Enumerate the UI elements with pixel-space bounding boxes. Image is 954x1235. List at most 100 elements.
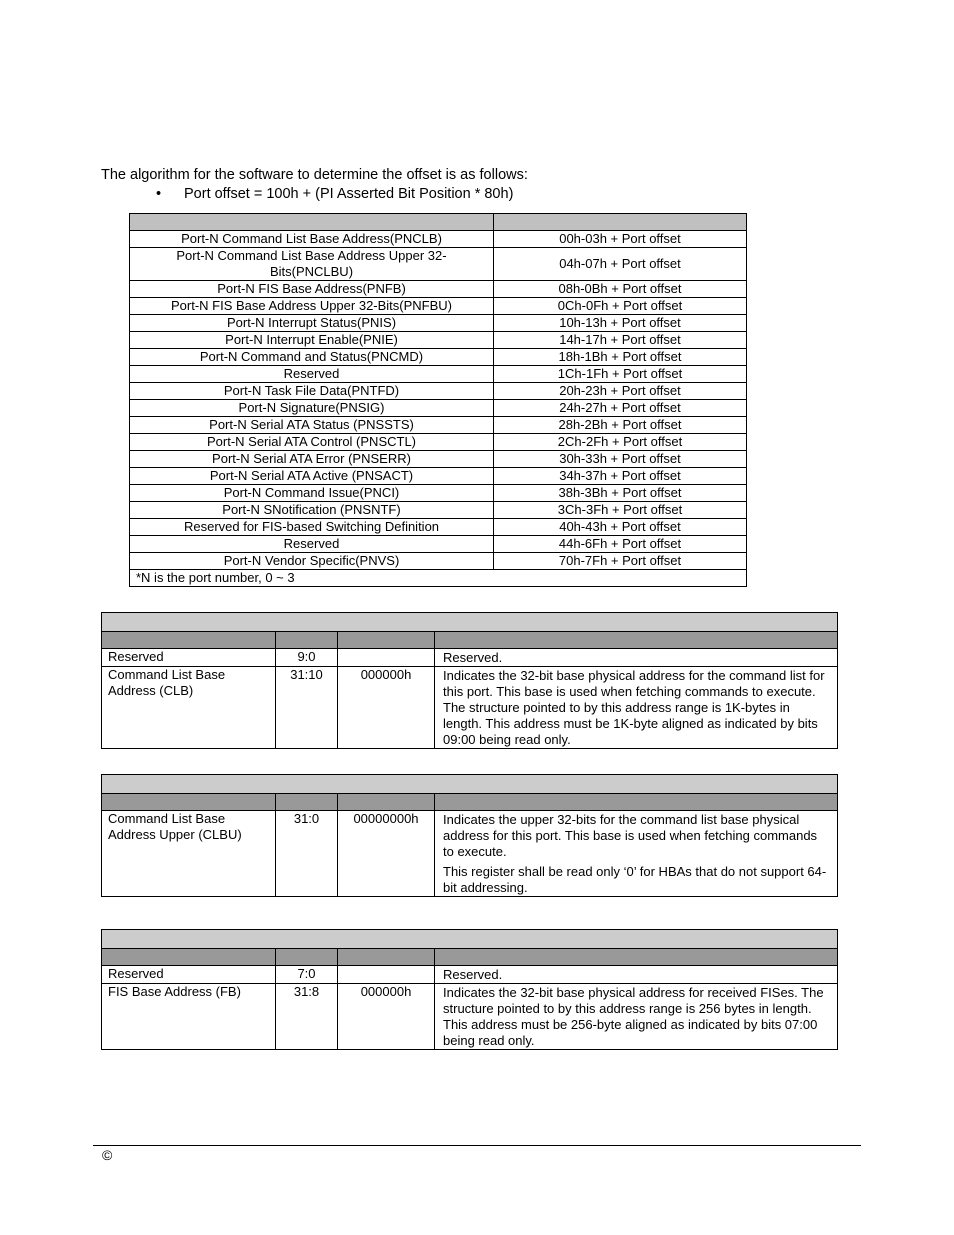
- register-name: Port-N Serial ATA Status (PNSSTS): [129, 416, 494, 434]
- description-paragraph: Indicates the 32-bit base physical addre…: [443, 985, 824, 1048]
- register-offset: 08h-0Bh + Port offset: [493, 280, 747, 298]
- column-header-row: [101, 948, 838, 966]
- register-offset: 10h-13h + Port offset: [493, 314, 747, 332]
- bullet-icon: •: [156, 186, 162, 202]
- register-name: Reserved: [129, 365, 494, 383]
- field-bits: 31:0: [275, 810, 338, 897]
- register-name: Port-N Serial ATA Error (PNSERR): [129, 450, 494, 468]
- register-offset: 14h-17h + Port offset: [493, 331, 747, 349]
- register-offset: 30h-33h + Port offset: [493, 450, 747, 468]
- table-row: Port-N FIS Base Address Upper 32-Bits(PN…: [129, 297, 747, 315]
- field-name: Reserved: [101, 965, 276, 984]
- register-title-row: [101, 929, 838, 949]
- field-bits: 31:8: [275, 983, 338, 1050]
- register-offset: 04h-07h + Port offset: [493, 247, 747, 281]
- field-bits: 7:0: [275, 965, 338, 984]
- table-header-row: [129, 213, 747, 231]
- register-offset: 44h-6Fh + Port offset: [493, 535, 747, 553]
- table-note: *N is the port number, 0 ~ 3: [129, 569, 747, 587]
- table-row: Port-N Command List Base Address(PNCLB) 0…: [129, 230, 747, 248]
- register-offset: 18h-1Bh + Port offset: [493, 348, 747, 366]
- register-offset: 70h-7Fh + Port offset: [493, 552, 747, 570]
- table-row: Command List Base Address Upper (CLBU) 31…: [101, 810, 838, 897]
- description-paragraph: This register shall be read only ‘0’ for…: [443, 864, 827, 895]
- register-name: Port-N FIS Base Address Upper 32-Bits(PN…: [129, 297, 494, 315]
- copyright-symbol: ©: [102, 1147, 113, 1163]
- table-note-row: *N is the port number, 0 ~ 3: [129, 569, 747, 587]
- field-description: Reserved.: [434, 648, 838, 667]
- bullet-text: Port offset = 100h + (PI Asserted Bit Po…: [184, 186, 514, 202]
- field-name: Reserved: [101, 648, 276, 667]
- table-row: Port-N Signature(PNSIG) 24h-27h + Port of…: [129, 399, 747, 417]
- table-row: Port-N Vendor Specific(PNVS) 70h-7Fh + Po…: [129, 552, 747, 570]
- table-row: Command List Base Address (CLB) 31:10 0000…: [101, 666, 838, 749]
- register-title-row: [101, 612, 838, 632]
- register-offset: 38h-3Bh + Port offset: [493, 484, 747, 502]
- register-name: Port-N Vendor Specific(PNVS): [129, 552, 494, 570]
- field-default: [337, 648, 435, 667]
- register-name: Reserved for FIS-based Switching Definit…: [129, 518, 494, 536]
- field-bits: 9:0: [275, 648, 338, 667]
- register-name: Port-N Task File Data(PNTFD): [129, 382, 494, 400]
- table-row: Reserved 9:0 Reserved.: [101, 648, 838, 667]
- table-row: Port-N SNotification (PNSNTF) 3Ch-3Fh + P…: [129, 501, 747, 519]
- table-row: Reserved 7:0 Reserved.: [101, 965, 838, 984]
- table-row: Port-N Interrupt Enable(PNIE) 14h-17h + P…: [129, 331, 747, 349]
- register-offset: 3Ch-3Fh + Port offset: [493, 501, 747, 519]
- table-row: Port-N Serial ATA Active (PNSACT) 34h-37h…: [129, 467, 747, 485]
- register-name: Reserved: [129, 535, 494, 553]
- register-offset: 34h-37h + Port offset: [493, 467, 747, 485]
- register-offset: 24h-27h + Port offset: [493, 399, 747, 417]
- register-name: Port-N Command and Status(PNCMD): [129, 348, 494, 366]
- register-offset: 00h-03h + Port offset: [493, 230, 747, 248]
- register-title-row: [101, 774, 838, 794]
- field-default: 000000h: [337, 983, 435, 1050]
- table-row: FIS Base Address (FB) 31:8 000000h Indicate…: [101, 983, 838, 1050]
- field-description: Indicates the 32-bit base physical addre…: [434, 983, 838, 1050]
- table-row: Port-N FIS Base Address(PNFB) 08h-0Bh + P…: [129, 280, 747, 298]
- register-name: Port-N SNotification (PNSNTF): [129, 501, 494, 519]
- table-row: Port-N Serial ATA Error (PNSERR) 30h-33h …: [129, 450, 747, 468]
- register-name: Port-N Command List Base Address(PNCLB): [129, 230, 494, 248]
- table-row: Port-N Serial ATA Status (PNSSTS) 28h-2Bh…: [129, 416, 747, 434]
- table-row: Reserved for FIS-based Switching Definit…: [129, 518, 747, 536]
- register-name: Port-N Interrupt Enable(PNIE): [129, 331, 494, 349]
- column-header-row: [101, 631, 838, 649]
- table-row: Port-N Command and Status(PNCMD) 18h-1Bh …: [129, 348, 747, 366]
- column-header-row: [101, 793, 838, 811]
- register-table: Command List Base Address Upper (CLBU) 31…: [101, 774, 838, 897]
- description-paragraph: Reserved.: [443, 967, 503, 982]
- field-description: Reserved.: [434, 965, 838, 984]
- table-row: Port-N Command Issue(PNCI) 38h-3Bh + Port…: [129, 484, 747, 502]
- register-name: Port-N Signature(PNSIG): [129, 399, 494, 417]
- register-name: Port-N Interrupt Status(PNIS): [129, 314, 494, 332]
- register-table: Reserved 9:0 Reserved. Command List Base Ad…: [101, 612, 838, 749]
- port-offset-table: Port-N Command List Base Address(PNCLB) 0…: [129, 213, 747, 587]
- field-default: 000000h: [337, 666, 435, 749]
- field-name: Command List Base Address (CLB): [101, 666, 276, 749]
- description-paragraph: Indicates the upper 32-bits for the comm…: [443, 812, 818, 859]
- intro-text: The algorithm for the software to determ…: [101, 167, 528, 183]
- table-row: Reserved 1Ch-1Fh + Port offset: [129, 365, 747, 383]
- register-name: Port-N Serial ATA Control (PNSCTL): [129, 433, 494, 451]
- register-offset: 28h-2Bh + Port offset: [493, 416, 747, 434]
- footer-divider: [93, 1145, 861, 1146]
- register-name: Port-N Command List Base Address Upper 3…: [129, 247, 494, 281]
- table-row: Port-N Interrupt Status(PNIS) 10h-13h + P…: [129, 314, 747, 332]
- field-name: FIS Base Address (FB): [101, 983, 276, 1050]
- register-table: Reserved 7:0 Reserved. FIS Base Address (FB…: [101, 929, 838, 1050]
- register-offset: 40h-43h + Port offset: [493, 518, 747, 536]
- table-row: Port-N Command List Base Address Upper 3…: [129, 247, 747, 281]
- field-description: Indicates the upper 32-bits for the comm…: [434, 810, 838, 897]
- register-offset: 1Ch-1Fh + Port offset: [493, 365, 747, 383]
- table-row: Reserved 44h-6Fh + Port offset: [129, 535, 747, 553]
- register-offset: 2Ch-2Fh + Port offset: [493, 433, 747, 451]
- description-paragraph: Reserved.: [443, 650, 503, 665]
- description-paragraph: Indicates the 32-bit base physical addre…: [443, 668, 825, 747]
- bullet-item: • Port offset = 100h + (PI Asserted Bit P…: [156, 186, 513, 202]
- register-name: Port-N FIS Base Address(PNFB): [129, 280, 494, 298]
- register-name: Port-N Command Issue(PNCI): [129, 484, 494, 502]
- field-description: Indicates the 32-bit base physical addre…: [434, 666, 838, 749]
- register-offset: 20h-23h + Port offset: [493, 382, 747, 400]
